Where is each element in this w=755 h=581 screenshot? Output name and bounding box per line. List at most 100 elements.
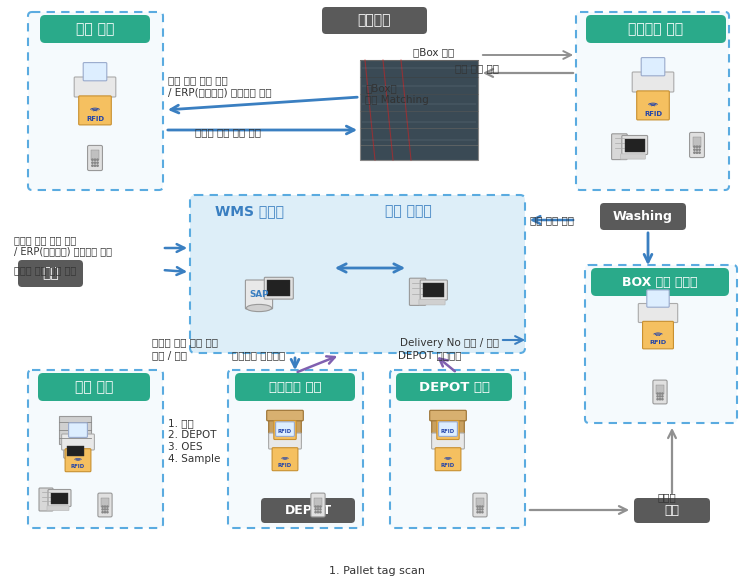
FancyBboxPatch shape	[396, 373, 512, 401]
Circle shape	[104, 511, 106, 513]
Text: 완제품 창고 입고 현황: 완제품 창고 입고 현황	[195, 127, 261, 137]
Circle shape	[699, 149, 700, 150]
Circle shape	[315, 511, 316, 513]
FancyBboxPatch shape	[693, 137, 701, 148]
Circle shape	[102, 511, 103, 513]
Text: Delivery No 수신 / 비교: Delivery No 수신 / 비교	[400, 338, 499, 348]
Circle shape	[97, 165, 98, 166]
Text: 생산라인 출고: 생산라인 출고	[628, 22, 683, 36]
FancyBboxPatch shape	[88, 145, 103, 171]
FancyBboxPatch shape	[439, 422, 458, 436]
Text: 공Box에: 공Box에	[365, 83, 396, 93]
FancyBboxPatch shape	[638, 303, 678, 322]
Circle shape	[92, 165, 93, 166]
FancyBboxPatch shape	[621, 154, 646, 159]
FancyBboxPatch shape	[612, 134, 627, 160]
Circle shape	[97, 159, 98, 160]
Circle shape	[477, 509, 478, 510]
FancyBboxPatch shape	[653, 380, 667, 404]
Circle shape	[94, 162, 96, 163]
Circle shape	[92, 159, 93, 160]
Circle shape	[696, 152, 698, 153]
FancyBboxPatch shape	[424, 283, 445, 297]
Circle shape	[317, 511, 319, 513]
Circle shape	[94, 159, 96, 160]
Text: 공Box 투입: 공Box 투입	[413, 47, 454, 57]
FancyBboxPatch shape	[591, 268, 729, 296]
FancyBboxPatch shape	[314, 498, 322, 507]
Circle shape	[92, 162, 93, 163]
Text: 1. Pallet tag scan: 1. Pallet tag scan	[329, 566, 425, 576]
Text: 4. Sample: 4. Sample	[168, 454, 220, 464]
Circle shape	[694, 152, 695, 153]
FancyBboxPatch shape	[421, 280, 448, 300]
Text: DEPOT 출고현황: DEPOT 출고현황	[398, 350, 461, 360]
FancyBboxPatch shape	[636, 91, 669, 120]
Circle shape	[97, 162, 98, 163]
FancyBboxPatch shape	[430, 410, 467, 421]
Circle shape	[102, 509, 103, 510]
Circle shape	[694, 146, 695, 148]
FancyBboxPatch shape	[264, 277, 293, 299]
Text: 2. DEPOT: 2. DEPOT	[168, 430, 217, 440]
Text: RFID: RFID	[644, 110, 662, 117]
FancyBboxPatch shape	[228, 370, 363, 528]
Circle shape	[479, 509, 481, 510]
FancyBboxPatch shape	[689, 132, 704, 157]
FancyBboxPatch shape	[48, 490, 71, 507]
FancyBboxPatch shape	[267, 410, 304, 421]
Circle shape	[320, 509, 321, 510]
Circle shape	[657, 399, 658, 400]
FancyBboxPatch shape	[261, 498, 355, 523]
FancyBboxPatch shape	[62, 434, 94, 450]
Text: 완제품 창고 출고 정보: 완제품 창고 출고 정보	[14, 265, 76, 275]
Circle shape	[479, 511, 481, 513]
Text: RFID: RFID	[278, 429, 292, 434]
Text: RFID: RFID	[278, 463, 292, 468]
Text: 완제품 창고 입고 정보: 완제품 창고 입고 정보	[14, 235, 76, 245]
FancyBboxPatch shape	[51, 493, 68, 504]
FancyBboxPatch shape	[47, 505, 69, 511]
Circle shape	[479, 506, 481, 507]
Circle shape	[315, 506, 316, 507]
FancyBboxPatch shape	[435, 448, 461, 471]
Text: 고객: 고객	[664, 504, 680, 517]
Circle shape	[477, 511, 478, 513]
Circle shape	[94, 165, 96, 166]
Text: DEPOT: DEPOT	[285, 504, 331, 517]
Circle shape	[104, 506, 106, 507]
FancyBboxPatch shape	[600, 203, 686, 230]
FancyBboxPatch shape	[622, 135, 648, 155]
Circle shape	[696, 149, 698, 150]
FancyBboxPatch shape	[269, 433, 301, 449]
Text: / ERP(타시스템) 데이터와 비교: / ERP(타시스템) 데이터와 비교	[14, 246, 112, 256]
Text: 사외창고 입고: 사외창고 입고	[269, 381, 322, 393]
Text: 생산 실적 정보: 생산 실적 정보	[530, 215, 574, 225]
Circle shape	[482, 511, 483, 513]
Circle shape	[659, 399, 661, 400]
Text: RFID: RFID	[71, 464, 85, 469]
Circle shape	[696, 146, 698, 148]
Circle shape	[699, 146, 700, 148]
FancyBboxPatch shape	[634, 498, 710, 523]
Circle shape	[659, 396, 661, 397]
Circle shape	[104, 509, 106, 510]
FancyBboxPatch shape	[190, 195, 525, 353]
Circle shape	[699, 152, 700, 153]
Text: DEPOT 출고: DEPOT 출고	[418, 381, 489, 393]
FancyBboxPatch shape	[269, 417, 301, 443]
Circle shape	[320, 506, 321, 507]
Text: 창고: 창고	[42, 267, 59, 281]
FancyBboxPatch shape	[83, 63, 106, 81]
FancyBboxPatch shape	[74, 77, 116, 97]
Circle shape	[482, 509, 483, 510]
FancyBboxPatch shape	[91, 150, 99, 160]
Circle shape	[657, 396, 658, 397]
Text: 1. 직납: 1. 직납	[168, 418, 194, 428]
FancyBboxPatch shape	[39, 488, 53, 511]
Circle shape	[320, 511, 321, 513]
FancyBboxPatch shape	[267, 280, 291, 296]
FancyBboxPatch shape	[59, 415, 91, 444]
FancyBboxPatch shape	[311, 493, 325, 517]
Circle shape	[315, 509, 316, 510]
